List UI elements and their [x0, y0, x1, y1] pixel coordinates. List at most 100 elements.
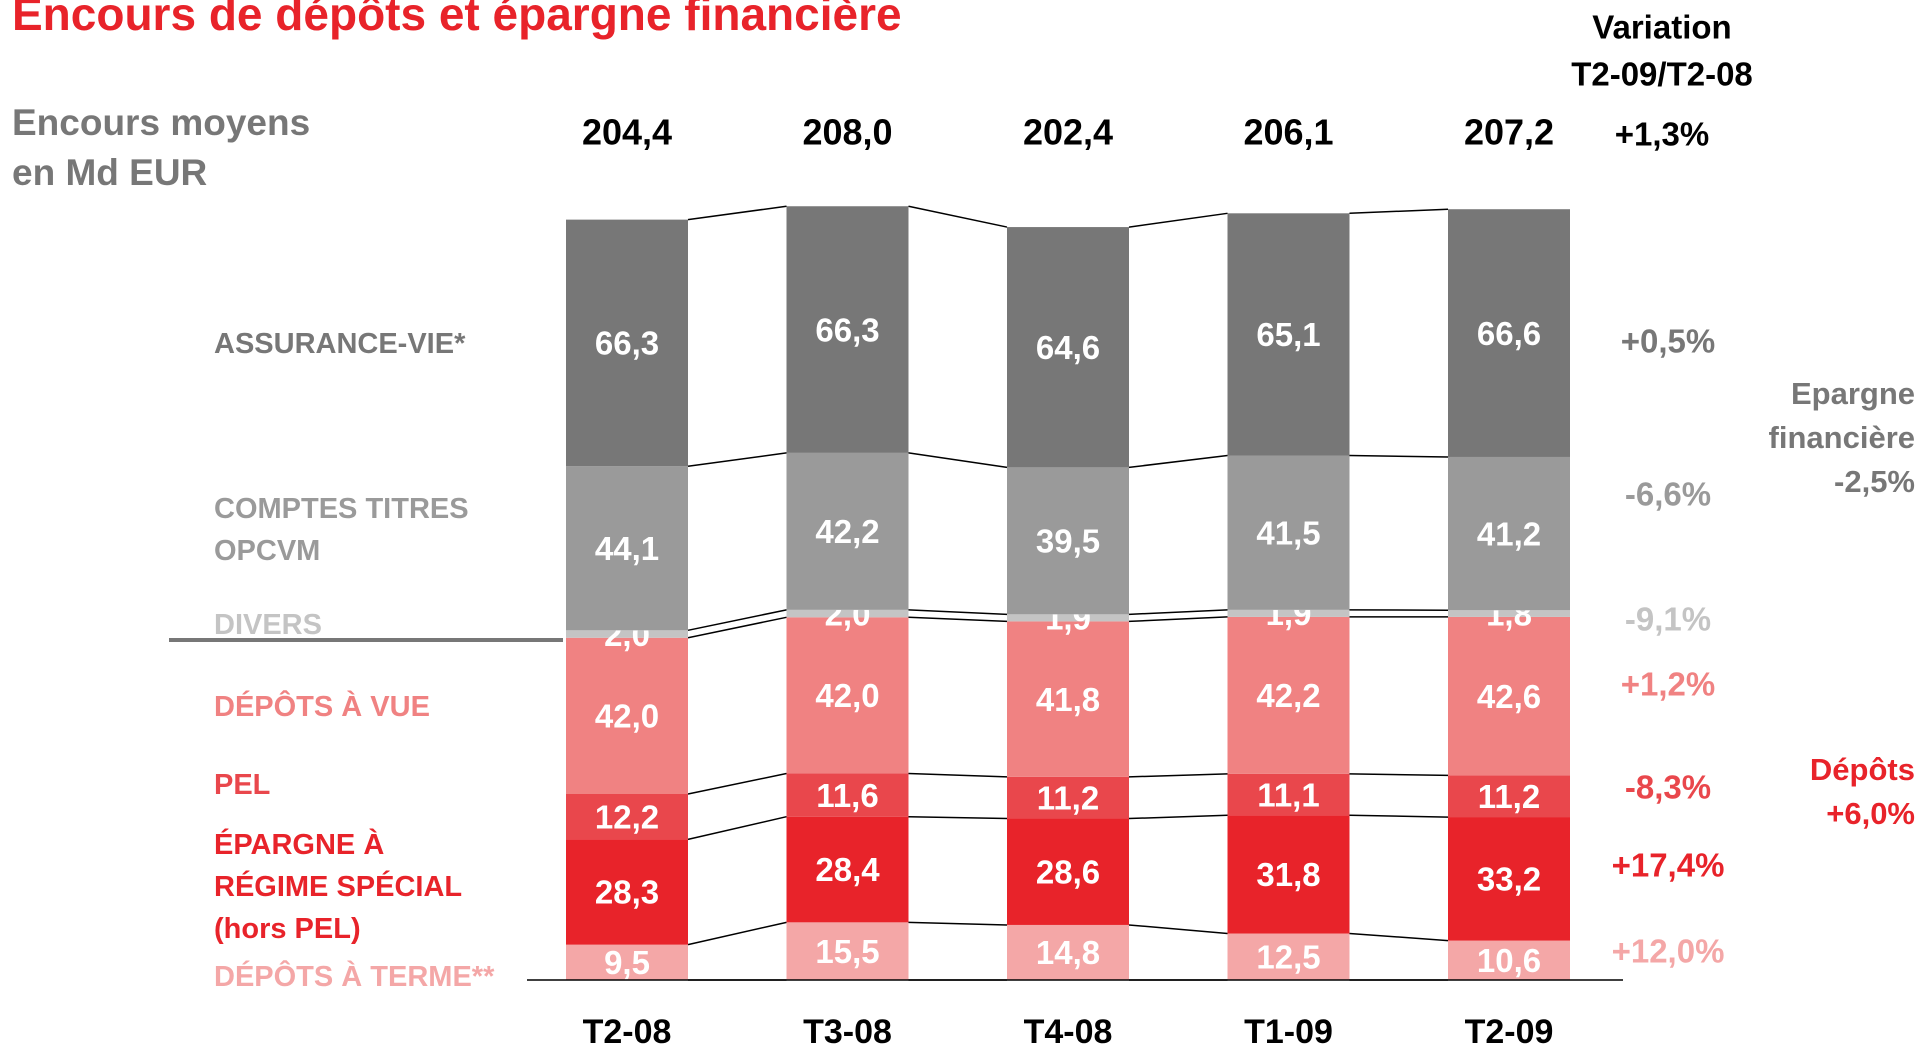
- connector: [908, 772, 1008, 778]
- connector: [1349, 814, 1449, 818]
- bar-segment: [1007, 924, 1129, 980]
- connector: [908, 616, 1008, 623]
- bar-segment: [1448, 616, 1570, 776]
- bar-segment: [566, 219, 688, 467]
- series-label: DÉPÔTS À TERME**: [214, 961, 495, 993]
- value-label: 14,8: [1036, 934, 1100, 971]
- connector: [687, 815, 787, 841]
- bar-segment: [566, 630, 688, 638]
- bar-segment: [1448, 940, 1570, 980]
- connector: [1128, 773, 1228, 778]
- variation-header: T2-09/T2-08: [1571, 56, 1753, 93]
- value-label: 12,2: [595, 798, 659, 835]
- value-label: 28,3: [595, 874, 659, 911]
- connector: [1128, 454, 1228, 469]
- x-tick-label: T1-09: [1244, 1013, 1333, 1051]
- bar-segment: [1227, 616, 1350, 774]
- value-label: 41,5: [1256, 514, 1320, 551]
- series-label: COMPTES TITRES OPCVM: [214, 493, 469, 567]
- value-label: 28,6: [1036, 853, 1100, 890]
- bar-segment: [786, 617, 909, 774]
- bar-segment: [1448, 209, 1570, 457]
- bar-segment: [786, 816, 909, 923]
- total-label: 206,1: [1243, 112, 1333, 153]
- connector: [687, 452, 787, 468]
- total-label: 208,0: [802, 112, 892, 153]
- connector: [1128, 616, 1228, 623]
- series-label: DÉPÔTS À VUE: [214, 691, 430, 723]
- value-label: 31,8: [1256, 856, 1320, 893]
- bar-segment: [1007, 818, 1129, 925]
- bar-segment: [1227, 773, 1350, 816]
- value-label: 15,5: [815, 933, 879, 970]
- connector: [1349, 773, 1449, 777]
- variation-label: -8,3%: [1625, 769, 1711, 806]
- connector: [1128, 609, 1228, 616]
- bar-segment: [1448, 610, 1570, 617]
- connector: [908, 205, 1008, 228]
- x-tick-label: T3-08: [803, 1013, 892, 1051]
- value-label: 66,3: [595, 325, 659, 362]
- connector: [687, 921, 787, 946]
- connector: [908, 815, 1008, 820]
- value-label: 41,8: [1036, 681, 1100, 718]
- subtitle: Encours moyens en Md EUR: [12, 102, 311, 193]
- bar-segment: [1007, 621, 1129, 777]
- connector: [1349, 932, 1449, 942]
- value-label: 9,5: [604, 944, 650, 981]
- connector: [1128, 212, 1228, 228]
- group-label: Epargne financière -2,5%: [1768, 376, 1915, 499]
- bar-segment: [566, 466, 688, 631]
- value-label: 42,0: [815, 677, 879, 714]
- chart-title: Encours de dépôts et épargne financière: [12, 0, 902, 40]
- value-label: 11,1: [1257, 776, 1319, 813]
- connector: [1349, 454, 1449, 458]
- x-tick-label: T2-08: [583, 1013, 672, 1051]
- total-label: 207,2: [1464, 112, 1554, 153]
- connector: [908, 921, 1008, 926]
- value-label: 41,2: [1477, 515, 1541, 552]
- variation-label: -6,6%: [1625, 476, 1711, 513]
- bar-segment: [1227, 213, 1350, 456]
- total-label: 202,4: [1023, 112, 1113, 153]
- connector: [1349, 208, 1449, 215]
- value-label: 12,5: [1256, 938, 1320, 975]
- bar-segment: [1227, 609, 1350, 617]
- value-label: 11,6: [816, 777, 878, 814]
- bar-segment: [786, 922, 909, 980]
- series-label: ASSURANCE-VIE*: [214, 328, 466, 360]
- variation-label: +17,4%: [1612, 847, 1725, 884]
- bar-segment: [566, 944, 688, 980]
- value-label: 42,6: [1477, 678, 1541, 715]
- value-label: 11,2: [1037, 779, 1099, 816]
- connector: [1128, 814, 1228, 820]
- connector: [687, 772, 787, 795]
- bar-segment: [786, 452, 909, 610]
- connector: [687, 616, 787, 639]
- value-label: 10,6: [1477, 942, 1541, 979]
- value-label: 64,6: [1036, 329, 1100, 366]
- series-label: PEL: [214, 769, 271, 801]
- bar-segment: [1448, 456, 1570, 611]
- variation-label: +0,5%: [1621, 323, 1716, 360]
- bar-segment: [786, 206, 909, 453]
- bar-segment: [566, 839, 688, 945]
- value-label: 66,6: [1477, 315, 1541, 352]
- bar-segment: [786, 609, 909, 618]
- variation-label: +12,0%: [1612, 933, 1725, 970]
- connector: [1128, 924, 1228, 935]
- series-label: DIVERS: [214, 609, 322, 641]
- connector: [908, 609, 1008, 616]
- value-label: 28,4: [815, 851, 880, 888]
- bar-segment: [1227, 455, 1350, 610]
- group-label: Dépôts +6,0%: [1809, 752, 1915, 831]
- bar-segment: [1007, 467, 1129, 615]
- bar-segment: [566, 794, 688, 840]
- series-label: ÉPARGNE À RÉGIME SPÉCIAL (hors PEL): [214, 829, 463, 945]
- variation-header: Variation: [1592, 9, 1731, 46]
- bar-segment: [786, 773, 909, 817]
- value-label: 42,0: [595, 698, 659, 735]
- value-label: 42,2: [815, 513, 879, 550]
